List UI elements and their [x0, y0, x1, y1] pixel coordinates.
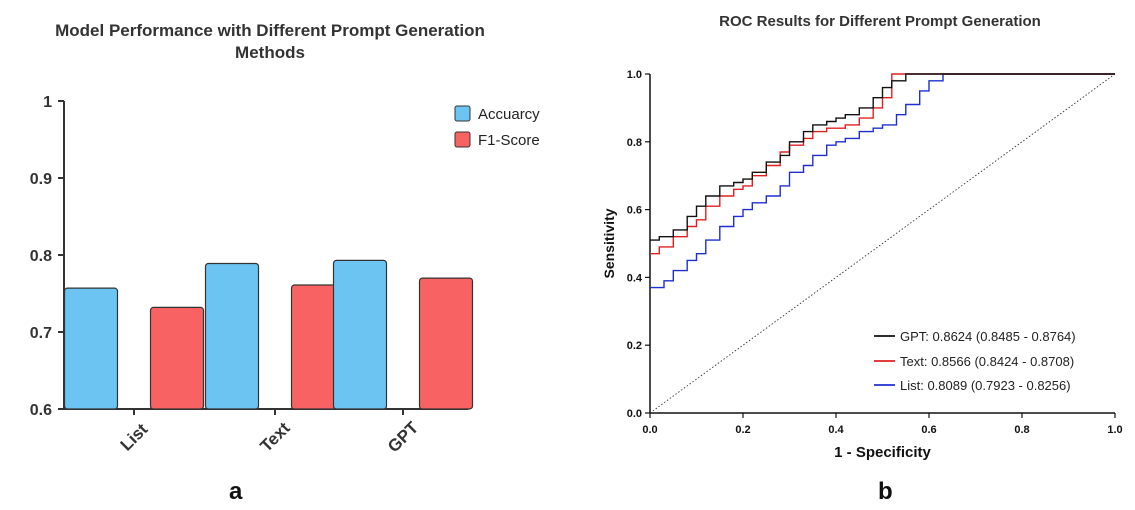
- bar-gpt-accuarcy: [332, 259, 388, 410]
- bar-gpt-f1-score: [418, 277, 474, 410]
- roc-chart-title: ROC Results for Different Prompt Generat…: [719, 13, 1041, 30]
- bar-category-label: Text: [256, 418, 293, 455]
- bar-y-tick-label: 0.7: [30, 325, 52, 342]
- bar-y-tick-label: 0.9: [30, 171, 52, 188]
- roc-y-tick-label: 0.0: [627, 408, 642, 420]
- roc-y-tick-label: 0.6: [627, 205, 642, 217]
- bar-legend-label: Accuarcy: [478, 106, 540, 123]
- bar-category-label: List: [117, 419, 152, 454]
- bar-text-accuarcy: [204, 262, 260, 410]
- bar-list-accuarcy: [63, 287, 119, 410]
- roc-legend-label: Text: 0.8566 (0.8424 - 0.8708): [900, 354, 1074, 369]
- roc-x-tick-label: 0.6: [921, 424, 936, 436]
- roc-y-tick-label: 1.0: [627, 69, 642, 81]
- roc-x-tick-label: 0.8: [1014, 424, 1029, 436]
- roc-legend-label: List: 0.8089 (0.7923 - 0.8256): [900, 378, 1071, 393]
- roc-reference-diagonal: [649, 73, 1116, 414]
- roc-x-tick-label: 0.0: [642, 424, 657, 436]
- roc-legend-label: GPT: 0.8624 (0.8485 - 0.8764): [900, 329, 1076, 344]
- bar-y-tick-label: 0.6: [30, 402, 52, 419]
- roc-curve-text: [650, 73, 1115, 255]
- roc-x-tick-label: 1.0: [1107, 424, 1122, 436]
- roc-x-axis-label: 1 - Specificity: [834, 444, 931, 461]
- bar-category-label: GPT: [384, 418, 423, 457]
- roc-x-tick-label: 0.4: [828, 424, 844, 436]
- bar-legend-swatch: [454, 131, 471, 148]
- bar-list-f1-score: [149, 306, 205, 410]
- panel-label-a: a: [229, 478, 243, 505]
- panel-label-b: b: [878, 478, 893, 505]
- roc-y-tick-label: 0.4: [627, 272, 643, 284]
- bar-y-tick-label: 0.8: [30, 248, 52, 265]
- roc-y-tick-label: 0.2: [627, 340, 642, 352]
- bar-legend-swatch: [454, 105, 471, 122]
- bar-y-tick-label: 1: [43, 94, 52, 111]
- bar-chart-title: Model Performance with Different Prompt …: [55, 21, 485, 62]
- roc-x-tick-label: 0.2: [735, 424, 750, 436]
- roc-curve-list: [650, 73, 1115, 289]
- roc-curve-gpt: [650, 73, 1115, 241]
- roc-y-tick-label: 0.8: [627, 137, 642, 149]
- bar-legend-label: F1-Score: [478, 132, 540, 149]
- roc-y-axis-label: Sensitivity: [601, 208, 617, 278]
